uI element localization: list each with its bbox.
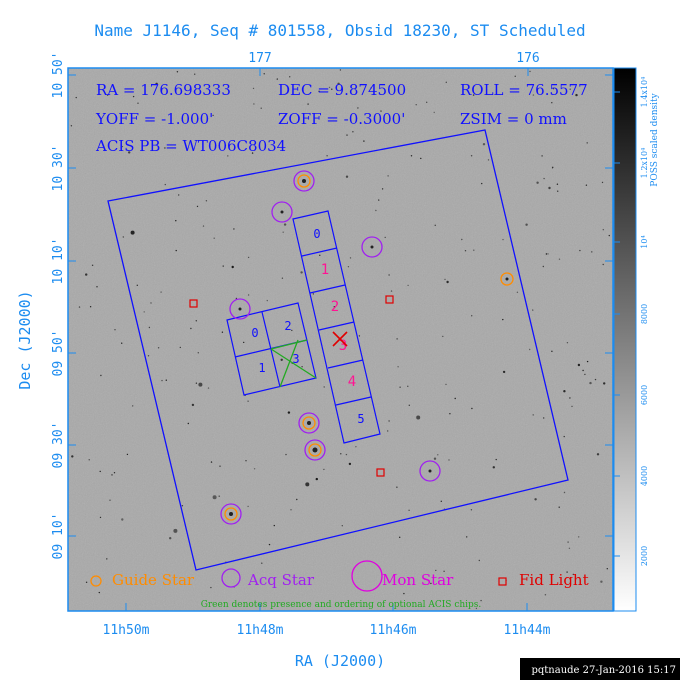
chip-label-s4: 4: [348, 374, 356, 390]
roll-value: ROLL = 76.5577: [460, 81, 588, 99]
x-tick-label: 11h48m: [237, 623, 284, 638]
chip-label-s2: 2: [331, 299, 339, 315]
field-of-view-box: [107, 129, 569, 571]
guide-stars: [224, 174, 514, 521]
legend-guide-icon: [90, 575, 102, 587]
colorbar-tick: 1.4x10⁴: [640, 77, 649, 108]
fid-lights: [189, 295, 394, 477]
ra-value: RA = 176.698333: [96, 81, 231, 99]
acq-star-marker: [293, 170, 315, 192]
acq-star-marker: [419, 460, 441, 482]
x-axis-label: RA (J2000): [295, 652, 385, 670]
guide-star-marker: [224, 507, 238, 521]
acq-star-marker: [229, 298, 251, 320]
x-tick-label: 11h50m: [103, 623, 150, 638]
acq-star-marker: [298, 412, 320, 434]
colorbar-tick: 8000: [640, 304, 649, 324]
acq-stars: [220, 170, 441, 525]
guide-star-marker: [302, 416, 316, 430]
colorbar-tick: 10⁴: [640, 235, 649, 248]
chip-label-i2: 2: [284, 319, 291, 333]
colorbar: [613, 67, 637, 612]
marker-stars: [229, 179, 509, 516]
zoff-value: ZOFF = -0.3000': [278, 110, 405, 128]
y-tick-label: 10 50': [51, 52, 66, 99]
acis-s-array: [292, 210, 381, 444]
chip-label-s5: 5: [357, 412, 364, 426]
chip-label-s0: 0: [313, 227, 320, 241]
chip-label-i1: 1: [258, 361, 265, 375]
chip-label-s3: 3: [339, 338, 347, 354]
y-tick-label: 09 10': [51, 513, 66, 560]
legend: Guide Star Acq Star Mon Star Fid Light: [90, 560, 589, 592]
acq-star-marker: [304, 439, 326, 461]
fid-light-marker: [376, 468, 385, 477]
legend-acq-label: Acq Star: [247, 571, 315, 589]
optional-chips-note: Green denotes presence and ordering of o…: [201, 600, 482, 610]
guide-star-marker: [308, 443, 322, 457]
footer-timestamp: pqtnaude 27-Jan-2016 15:17: [531, 665, 676, 676]
aimpoint-x-icon: [332, 331, 348, 347]
x-tick-label: 11h44m: [504, 623, 551, 638]
dec-value: DEC = 9.874500: [278, 81, 406, 99]
chip-label-s1: 1: [321, 262, 329, 278]
top-axis-label-177: 177: [248, 51, 271, 66]
legend-acq-icon: [221, 568, 241, 588]
pointing-info: RA = 176.698333 DEC = 9.874500 ROLL = 76…: [95, 81, 588, 155]
zsim-value: ZSIM = 0 mm: [460, 110, 567, 128]
acis-pb-value: ACIS PB = WT006C8034: [95, 137, 286, 155]
chip-label-i3: 3: [292, 352, 299, 366]
y-tick-label: 09 30': [51, 422, 66, 469]
guide-star-marker: [500, 272, 514, 286]
colorbar-tick: 4000: [640, 466, 649, 486]
y-tick-label: 10 10': [51, 238, 66, 285]
yoff-value: YOFF = -1.000': [95, 110, 213, 128]
colorbar-ticks: 2000 4000 6000 8000 10⁴ 1.2x10⁴ 1.4x10⁴: [640, 77, 649, 566]
acq-star-marker: [361, 236, 383, 258]
legend-fid-label: Fid Light: [519, 571, 589, 589]
legend-mon-label: Mon Star: [382, 571, 454, 589]
background-stars: [70, 69, 610, 610]
legend-fid-icon: [498, 577, 507, 586]
chart-title: Name J1146, Seq # 801558, Obsid 18230, S…: [94, 21, 585, 40]
colorbar-label: POSS scaled density: [650, 92, 660, 186]
acq-star-marker: [271, 201, 293, 223]
y-tick-label: 09 50': [51, 330, 66, 377]
guide-star-marker: [297, 174, 311, 188]
fid-light-marker: [385, 295, 394, 304]
optional-chip-mark: [270, 339, 317, 388]
colorbar-tick: 2000: [640, 546, 649, 566]
colorbar-tick: 1.2x10⁴: [640, 148, 649, 179]
legend-mon-icon: [351, 560, 383, 592]
fid-light-marker: [189, 299, 198, 308]
acq-star-marker: [220, 503, 242, 525]
axis-ticks: [68, 68, 613, 611]
y-axis-label: Dec (J2000): [16, 290, 34, 389]
chip-label-i0: 0: [251, 326, 258, 340]
top-axis-label-176: 176: [516, 51, 539, 66]
legend-guide-label: Guide Star: [112, 571, 195, 589]
x-tick-label: 11h46m: [370, 623, 417, 638]
colorbar-tick: 6000: [640, 385, 649, 405]
y-tick-label: 10 30': [51, 145, 66, 192]
